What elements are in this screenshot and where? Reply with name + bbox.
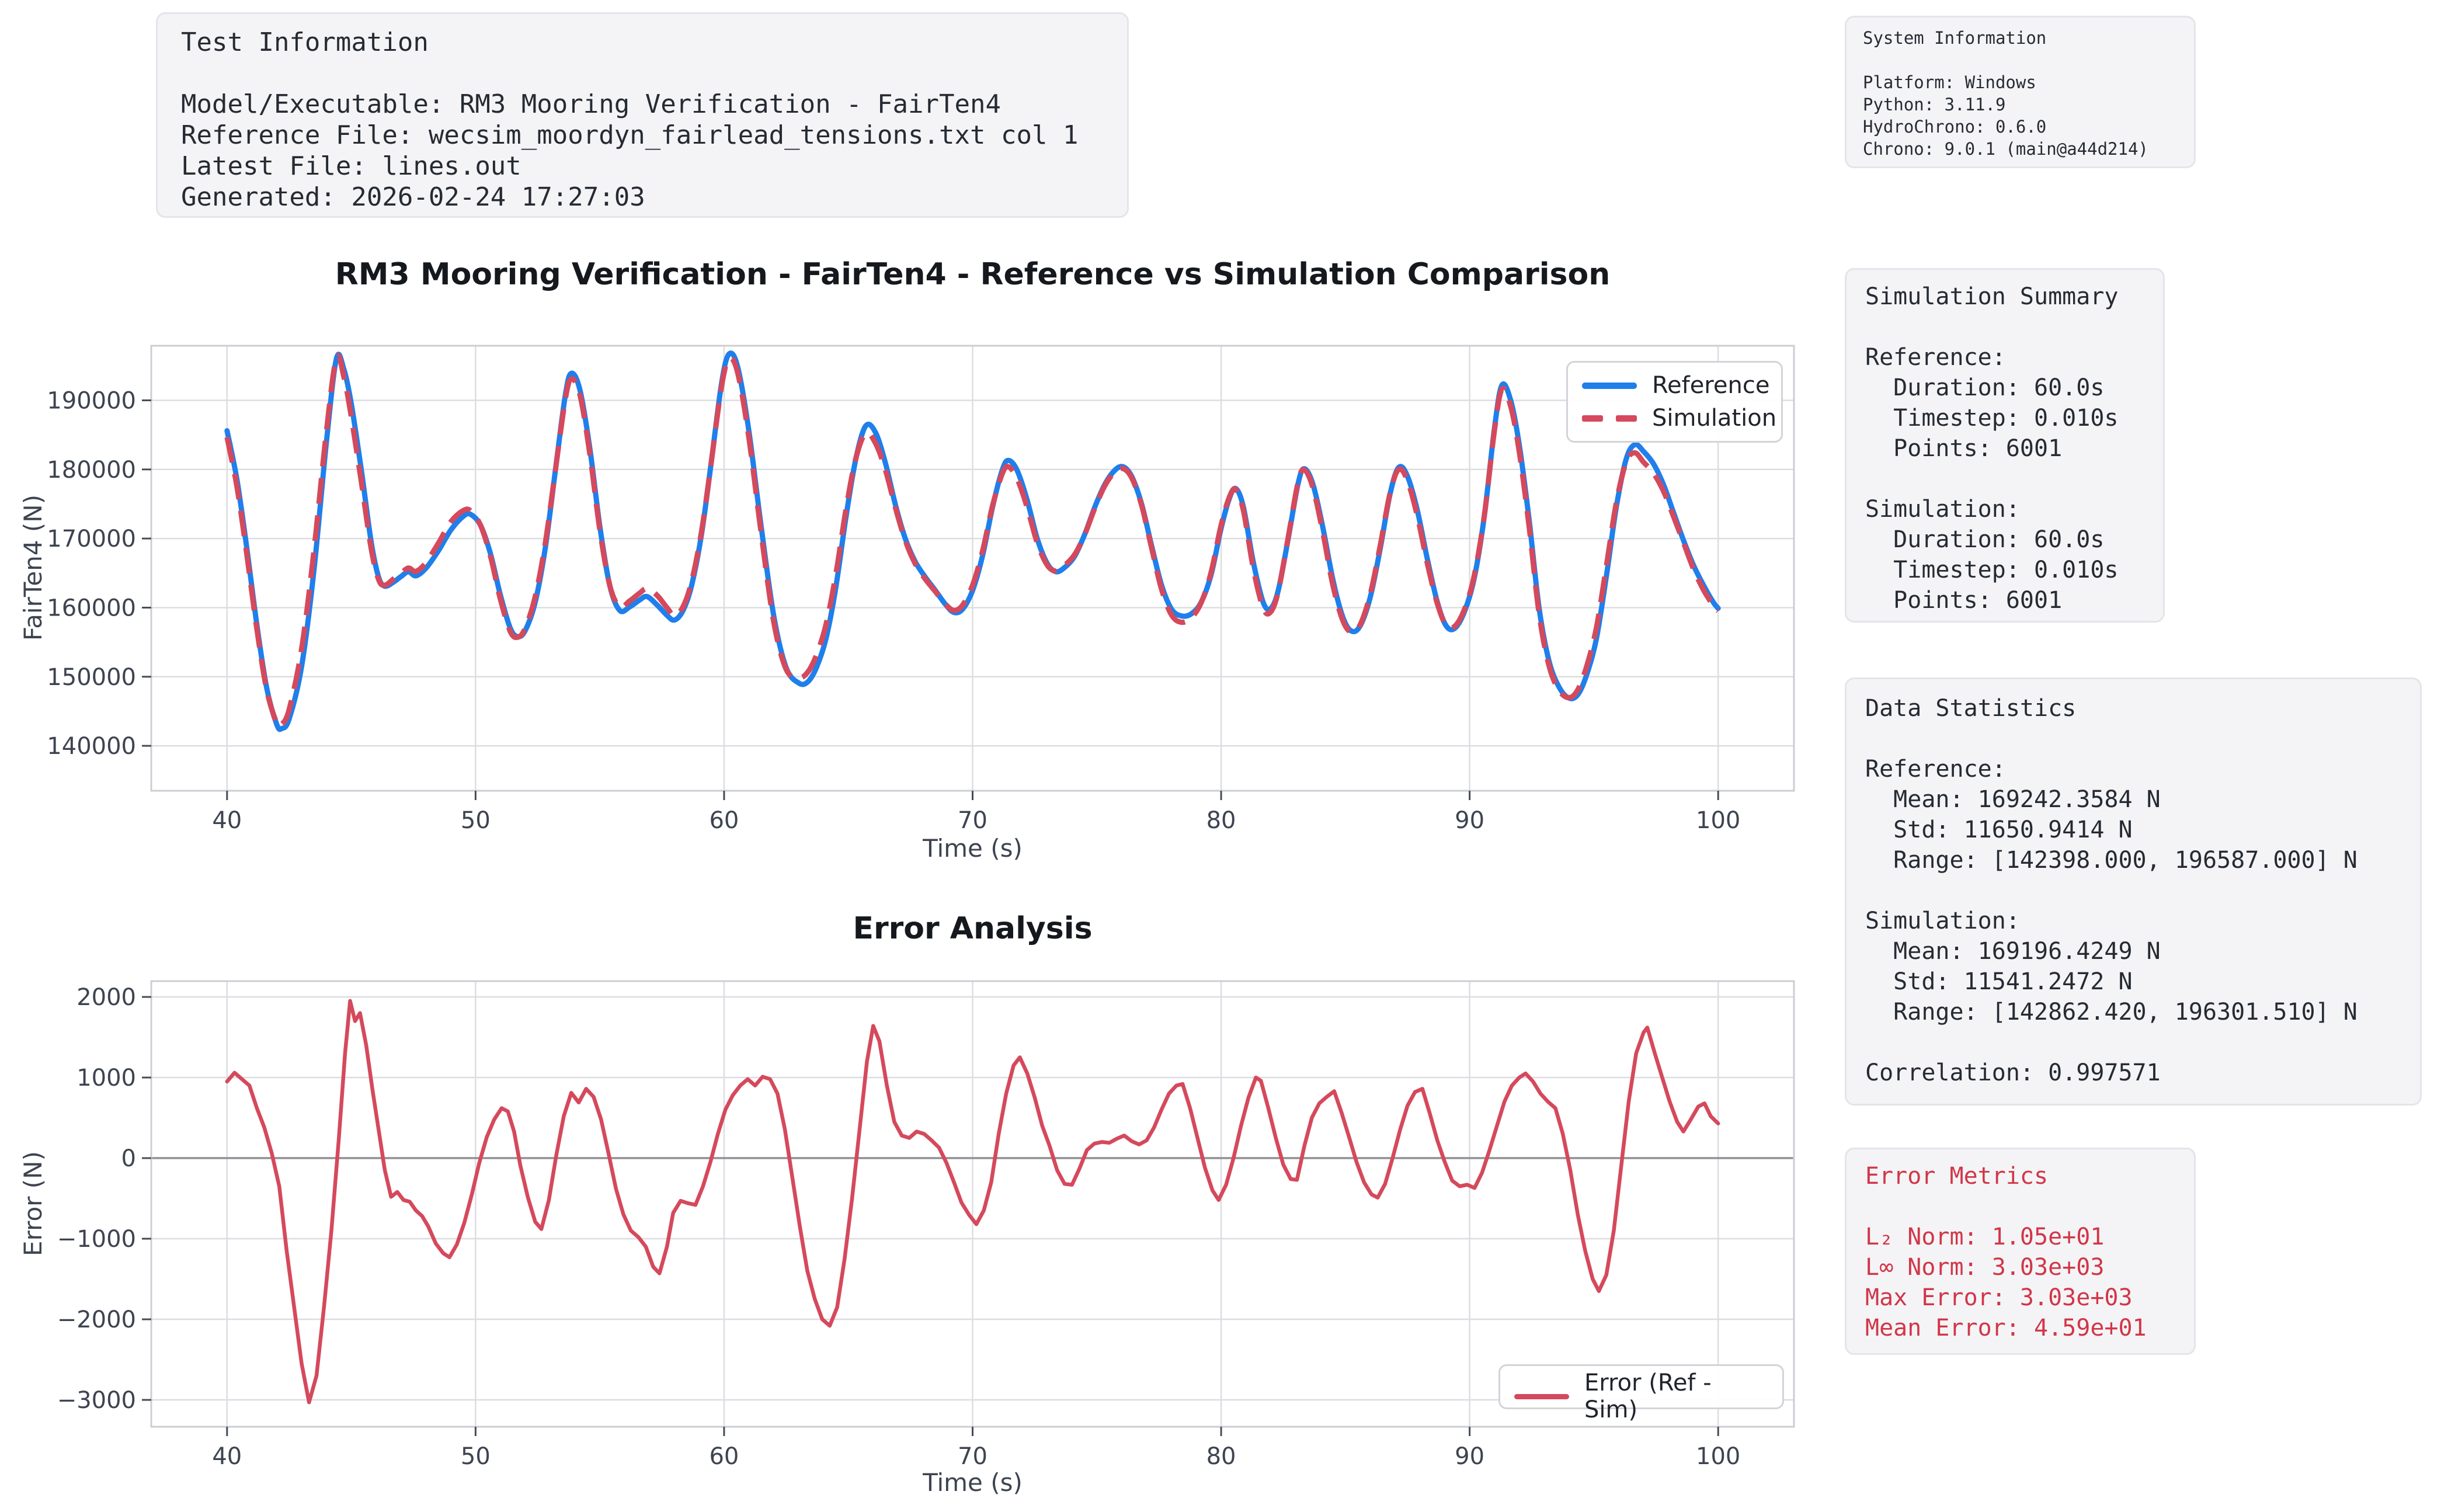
data-statistics-panel: Data Statistics Reference: Mean: 169242.… [1845, 677, 2422, 1106]
svg-text:150000: 150000 [47, 664, 136, 691]
svg-text:90: 90 [1455, 807, 1484, 834]
legend-item-reference: Reference [1582, 372, 1770, 399]
svg-text:60: 60 [709, 807, 739, 834]
svg-text:1000: 1000 [77, 1065, 136, 1092]
svg-text:140000: 140000 [47, 733, 136, 760]
legend-item-error: Error (Ref - Sim) [1514, 1370, 1768, 1423]
error-analysis-chart: 40 50 60 70 80 90 100 −3000 −2000 −1000 0 1000 2000 [57, 980, 1795, 1470]
comparison-chart: 40 50 60 70 80 90 100 140000 150000 160000 170000 1… [47, 345, 1795, 834]
svg-text:−2000: −2000 [57, 1306, 136, 1333]
comparison-chart-legend: Reference Simulation [1566, 361, 1783, 443]
simulation-line-swatch [1582, 415, 1637, 422]
legend-label-error: Error (Ref - Sim) [1584, 1370, 1712, 1423]
error-line-swatch [1514, 1393, 1569, 1399]
svg-text:40: 40 [212, 1443, 242, 1470]
svg-text:40: 40 [212, 807, 242, 834]
svg-text:70: 70 [958, 1443, 987, 1470]
reference-line-swatch [1582, 382, 1637, 389]
svg-text:2000: 2000 [77, 984, 136, 1011]
comparison-chart-xlabel: Time (s) [923, 834, 1023, 863]
svg-text:70: 70 [958, 807, 987, 834]
simulation-summary-panel: Simulation Summary Reference: Duration: … [1845, 268, 2165, 623]
legend-label-simulation: Simulation [1652, 405, 1777, 432]
system-information-panel: System Information Platform: Windows Pyt… [1845, 16, 2196, 168]
error-chart-legend: Error (Ref - Sim) [1498, 1364, 1784, 1423]
svg-text:−3000: −3000 [57, 1387, 136, 1414]
svg-text:80: 80 [1206, 807, 1236, 834]
svg-text:170000: 170000 [47, 526, 136, 552]
svg-text:0: 0 [121, 1145, 136, 1172]
svg-text:−1000: −1000 [57, 1226, 136, 1253]
error-chart-xlabel: Time (s) [923, 1468, 1023, 1497]
svg-text:50: 50 [461, 807, 491, 834]
svg-text:50: 50 [461, 1443, 491, 1470]
svg-text:100: 100 [1696, 1443, 1740, 1470]
svg-text:180000: 180000 [47, 457, 136, 484]
legend-label-reference: Reference [1652, 372, 1770, 399]
svg-text:190000: 190000 [47, 387, 136, 414]
error-chart-title: Error Analysis [853, 911, 1093, 946]
legend-item-simulation: Simulation [1582, 405, 1776, 432]
svg-text:160000: 160000 [47, 595, 136, 621]
test-information-panel: Test Information Model/Executable: RM3 M… [156, 12, 1129, 218]
svg-text:90: 90 [1455, 1443, 1484, 1470]
svg-text:100: 100 [1696, 807, 1740, 834]
error-metrics-panel: Error Metrics L₂ Norm: 1.05e+01 L∞ Norm:… [1845, 1148, 2196, 1355]
svg-text:80: 80 [1206, 1443, 1236, 1470]
comparison-chart-title: RM3 Mooring Verification - FairTen4 - Re… [335, 257, 1611, 292]
svg-text:60: 60 [709, 1443, 739, 1470]
